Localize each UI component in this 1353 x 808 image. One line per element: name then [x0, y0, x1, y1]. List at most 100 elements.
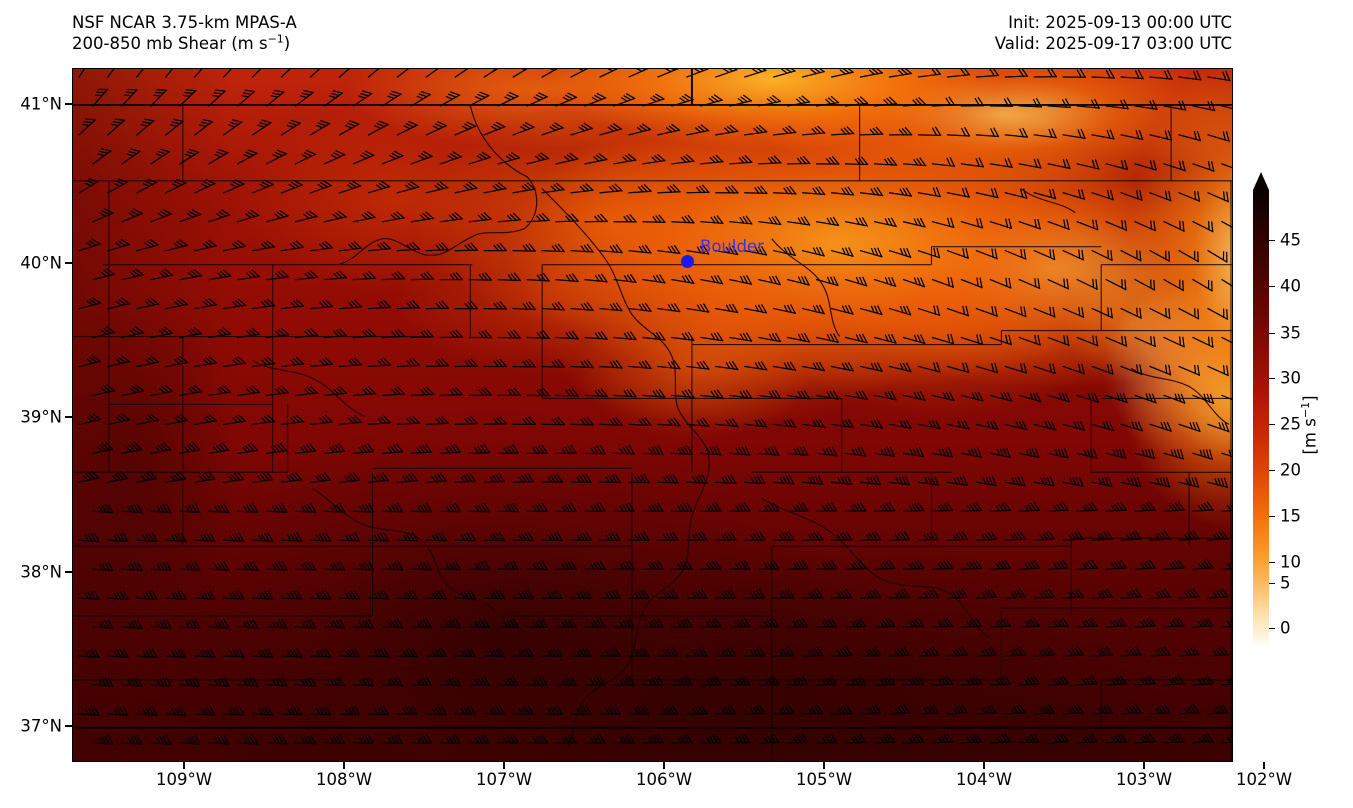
wind-barb: [309, 356, 334, 368]
wind-barb: [570, 243, 595, 253]
wind-barb: [252, 705, 274, 716]
wind-barb: [758, 502, 780, 512]
wind-barb: [483, 472, 505, 483]
colorbar-tick-label-30: 30: [1280, 368, 1301, 388]
wind-barb: [165, 531, 187, 542]
wind-barb: [960, 444, 984, 458]
wind-barb: [599, 416, 623, 426]
wind-barb: [334, 69, 357, 78]
lat-tick-mark-2: [65, 416, 72, 418]
wind-barb: [1047, 675, 1069, 686]
colorbar[interactable]: 45 40 35 30 25 20 15 10 5 0: [1253, 172, 1301, 664]
wind-barb: [873, 387, 899, 401]
colorbar-tick-mark-0: [1269, 628, 1275, 630]
wind-barb: [873, 272, 899, 287]
wind-barb: [744, 705, 766, 715]
wind-barb: [134, 412, 160, 426]
wind-barb: [208, 560, 230, 571]
wind-barb: [700, 387, 725, 399]
wind-barb: [309, 589, 332, 600]
wind-barb: [669, 92, 694, 107]
wind-barb: [1207, 300, 1232, 320]
wind-barb: [975, 242, 1001, 260]
wind-barb: [975, 126, 1000, 138]
wind-barb: [902, 272, 928, 288]
wind-barb: [816, 156, 840, 165]
wind-barb: [394, 179, 420, 194]
wind-barb: [787, 618, 809, 628]
wind-barb: [468, 618, 491, 629]
wind-barb: [888, 301, 914, 316]
wind-barb: [223, 647, 245, 658]
wind-barb: [512, 358, 536, 368]
wind-barb: [119, 441, 143, 454]
wind-barb: [700, 214, 724, 224]
wind-barb: [715, 185, 739, 194]
lat-tick-mark-4: [65, 725, 72, 727]
wind-barb: [335, 117, 360, 136]
wind-barb: [1105, 617, 1127, 628]
map-plot-area[interactable]: Boulder: [72, 68, 1233, 762]
wind-barb: [294, 327, 319, 339]
wind-barb: [743, 124, 768, 136]
wind-barb: [625, 69, 650, 78]
wind-barb: [902, 733, 925, 744]
wind-barb: [1105, 444, 1129, 459]
wind-barb: [279, 239, 304, 252]
colorbar-tick-mark-45: [1269, 240, 1275, 242]
wind-barb: [497, 329, 521, 339]
wind-barb: [1206, 530, 1229, 541]
wind-barb: [307, 178, 332, 194]
wind-barb: [1178, 300, 1203, 320]
wind-barb: [136, 647, 158, 658]
field-name-line: 200-850 mb Shear (m s−1): [72, 33, 297, 54]
wind-barb: [468, 676, 491, 687]
wind-barb: [1149, 530, 1171, 541]
wind-barb: [654, 69, 679, 78]
wind-barb: [338, 647, 361, 658]
wind-barb: [584, 387, 608, 398]
wind-barb: [467, 211, 492, 223]
wind-barb: [1076, 329, 1102, 347]
wind-barb: [555, 676, 577, 686]
wind-barb: [1062, 530, 1084, 541]
wind-barb: [483, 416, 507, 426]
wind-barb: [351, 209, 376, 223]
wind-barb: [76, 236, 101, 252]
wind-barb: [568, 121, 593, 136]
wind-barb: [902, 330, 928, 345]
wind-barb: [815, 618, 838, 628]
wind-barb: [323, 502, 346, 513]
wind-barb: [989, 501, 1011, 512]
wind-barb: [844, 675, 867, 686]
wind-barb: [512, 647, 534, 657]
wind-barb: [290, 86, 314, 107]
init-time-label: Init: 2025-09-13 00:00 UTC: [1008, 13, 1232, 32]
wind-barb: [338, 589, 361, 600]
wind-barb: [715, 301, 740, 314]
wind-barb: [698, 92, 723, 107]
wind-barb: [381, 676, 404, 687]
wind-barb: [657, 531, 679, 541]
wind-barb: [363, 69, 387, 78]
wind-barb: [526, 676, 548, 686]
wind-barb: [148, 325, 174, 339]
wind-barb: [1220, 559, 1232, 570]
wind-barb: [786, 155, 811, 165]
wind-barb: [757, 155, 782, 165]
wind-barb: [509, 69, 533, 78]
lon-tick-mark-5: [983, 762, 985, 769]
wind-barb: [1004, 126, 1029, 138]
wind-barb: [1163, 272, 1188, 292]
wind-barb: [454, 647, 477, 658]
wind-barb: [266, 676, 288, 687]
wind-barb: [251, 298, 276, 310]
wind-barb: [642, 502, 664, 512]
wind-barb: [1076, 675, 1098, 686]
wind-barb: [266, 560, 288, 571]
wind-barb: [1062, 242, 1088, 261]
wind-barb: [251, 413, 276, 426]
wind-barb: [1120, 69, 1145, 80]
wind-barb: [280, 298, 305, 310]
wind-barb: [1134, 675, 1156, 686]
